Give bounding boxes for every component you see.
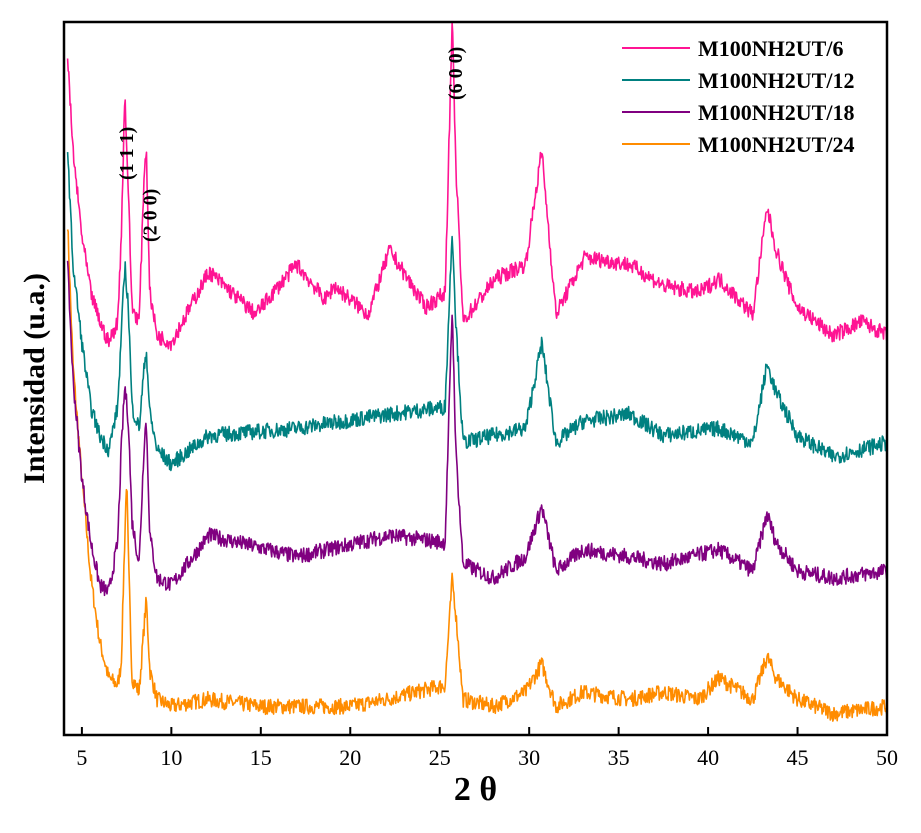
- x-tick-label: 20: [339, 745, 361, 770]
- legend-label: M100NH2UT/6: [698, 36, 843, 61]
- series-line-1: [66, 260, 888, 597]
- x-axis-ticks: 5 10 15 20 25 30 35 40 45 50: [76, 727, 898, 770]
- peak-label: (2 0 0): [140, 189, 162, 242]
- x-tick-label: 45: [787, 745, 809, 770]
- legend-label: M100NH2UT/24: [698, 132, 854, 157]
- x-axis-title: 2 θ: [454, 771, 497, 808]
- legend: M100NH2UT/6 M100NH2UT/12 M100NH2UT/18 M100N…: [622, 36, 854, 157]
- y-axis-title: Intensidad (u.a.): [18, 273, 51, 484]
- legend-label: M100NH2UT/12: [698, 68, 854, 93]
- plot-frame: [62, 20, 889, 737]
- series-line-2: [66, 152, 888, 472]
- x-tick-label: 50: [876, 745, 898, 770]
- series-line-3: [66, 21, 888, 352]
- series-line-0: [66, 229, 888, 722]
- plot-series-group: [66, 21, 888, 722]
- peak-label: (6 0 0): [445, 47, 467, 100]
- x-tick-label: 30: [518, 745, 540, 770]
- legend-label: M100NH2UT/18: [698, 100, 854, 125]
- peak-annotations: (1 1 1)(2 0 0) (6 0 0): [116, 47, 467, 242]
- x-tick-label: 40: [697, 745, 719, 770]
- x-tick-label: 15: [250, 745, 272, 770]
- x-tick-label: 25: [429, 745, 451, 770]
- x-tick-label: 10: [160, 745, 182, 770]
- x-tick-label: 5: [76, 745, 87, 770]
- peak-label: (1 1 1): [116, 127, 138, 180]
- x-tick-label: 35: [608, 745, 630, 770]
